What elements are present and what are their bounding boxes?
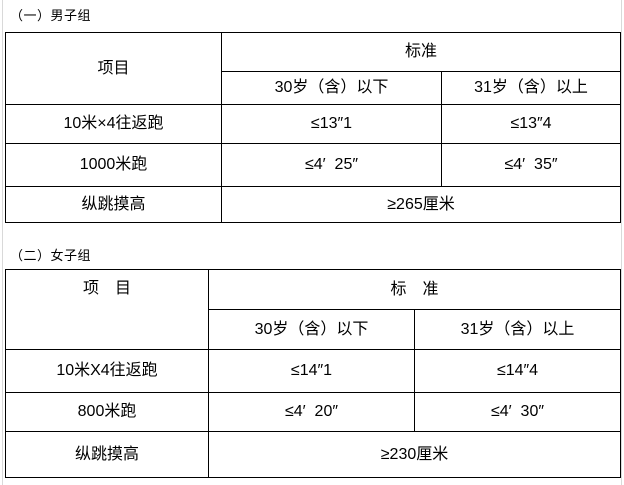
men-vertical-jump-merged-value-cell: ≥265厘米 [220, 186, 622, 223]
page-edge-line-right [621, 0, 622, 485]
women-distance-run-row: 800米跑 ≤4′ 20″ ≤4′ 30″ [5, 392, 622, 432]
men-age-under-header-cell: 30岁（含）以下 [221, 71, 442, 105]
men-shuttle-run-over-value-cell: ≤13″4 [440, 104, 622, 144]
men-distance-run-over-value-cell: ≤4′ 35″ [440, 143, 622, 187]
women-vertical-jump-item-cell: 纵跳摸高 [5, 431, 209, 478]
women-subheader-row: 30岁（含）以下 31岁（含）以上 [6, 309, 622, 350]
men-age-over-header-cell: 31岁（含）以上 [440, 71, 622, 105]
men-group-table: 项目 标准 30岁（含）以下 31岁（含）以上 10米×4往返跑 ≤13″1 ≤… [5, 32, 622, 223]
women-group-table: 项 目 标 准 30岁（含）以下 31岁（含）以上 10米X4往返跑 ≤14″1… [5, 269, 622, 478]
men-distance-run-item-cell: 1000米跑 [5, 143, 222, 187]
men-shuttle-run-item-cell: 10米×4往返跑 [5, 104, 222, 144]
women-shuttle-run-item-cell: 10米X4往返跑 [5, 349, 209, 393]
men-standard-header-cell: 标准 [220, 32, 622, 72]
women-distance-run-item-cell: 800米跑 [5, 392, 209, 432]
women-distance-run-under-value-cell: ≤4′ 20″ [208, 392, 415, 432]
women-vertical-jump-merged-value-cell: ≥230厘米 [207, 431, 622, 478]
women-vertical-jump-row: 纵跳摸高 ≥230厘米 [5, 431, 622, 478]
men-subheader-row: 30岁（含）以下 31岁（含）以上 [6, 71, 622, 105]
women-age-under-header-cell: 30岁（含）以下 [208, 309, 415, 350]
women-item-header-cell: 项 目 [5, 269, 209, 350]
women-shuttle-run-row: 10米X4往返跑 ≤14″1 ≤14″4 [5, 349, 622, 393]
women-shuttle-run-under-value-cell: ≤14″1 [208, 349, 415, 393]
men-shuttle-run-under-value-cell: ≤13″1 [221, 104, 442, 144]
women-shuttle-run-over-value-cell: ≤14″4 [413, 349, 622, 393]
men-shuttle-run-row: 10米×4往返跑 ≤13″1 ≤13″4 [5, 104, 622, 144]
women-age-over-header-cell: 31岁（含）以上 [413, 309, 622, 350]
men-item-header-cell: 项目 [5, 32, 222, 105]
women-distance-run-over-value-cell: ≤4′ 30″ [413, 392, 622, 432]
women-group-caption: （二）女子组 [10, 248, 92, 263]
men-distance-run-row: 1000米跑 ≤4′ 25″ ≤4′ 35″ [5, 143, 622, 187]
women-header-row: 项 目 标 准 [5, 269, 622, 350]
women-standard-header-cell: 标 准 [207, 269, 622, 310]
men-group-caption: （一）男子组 [10, 8, 92, 23]
page-edge-line-left [2, 0, 3, 485]
men-vertical-jump-row: 纵跳摸高 ≥265厘米 [5, 186, 622, 223]
men-vertical-jump-item-cell: 纵跳摸高 [5, 186, 222, 223]
men-distance-run-under-value-cell: ≤4′ 25″ [221, 143, 442, 187]
men-header-row: 项目 标准 [5, 32, 622, 105]
